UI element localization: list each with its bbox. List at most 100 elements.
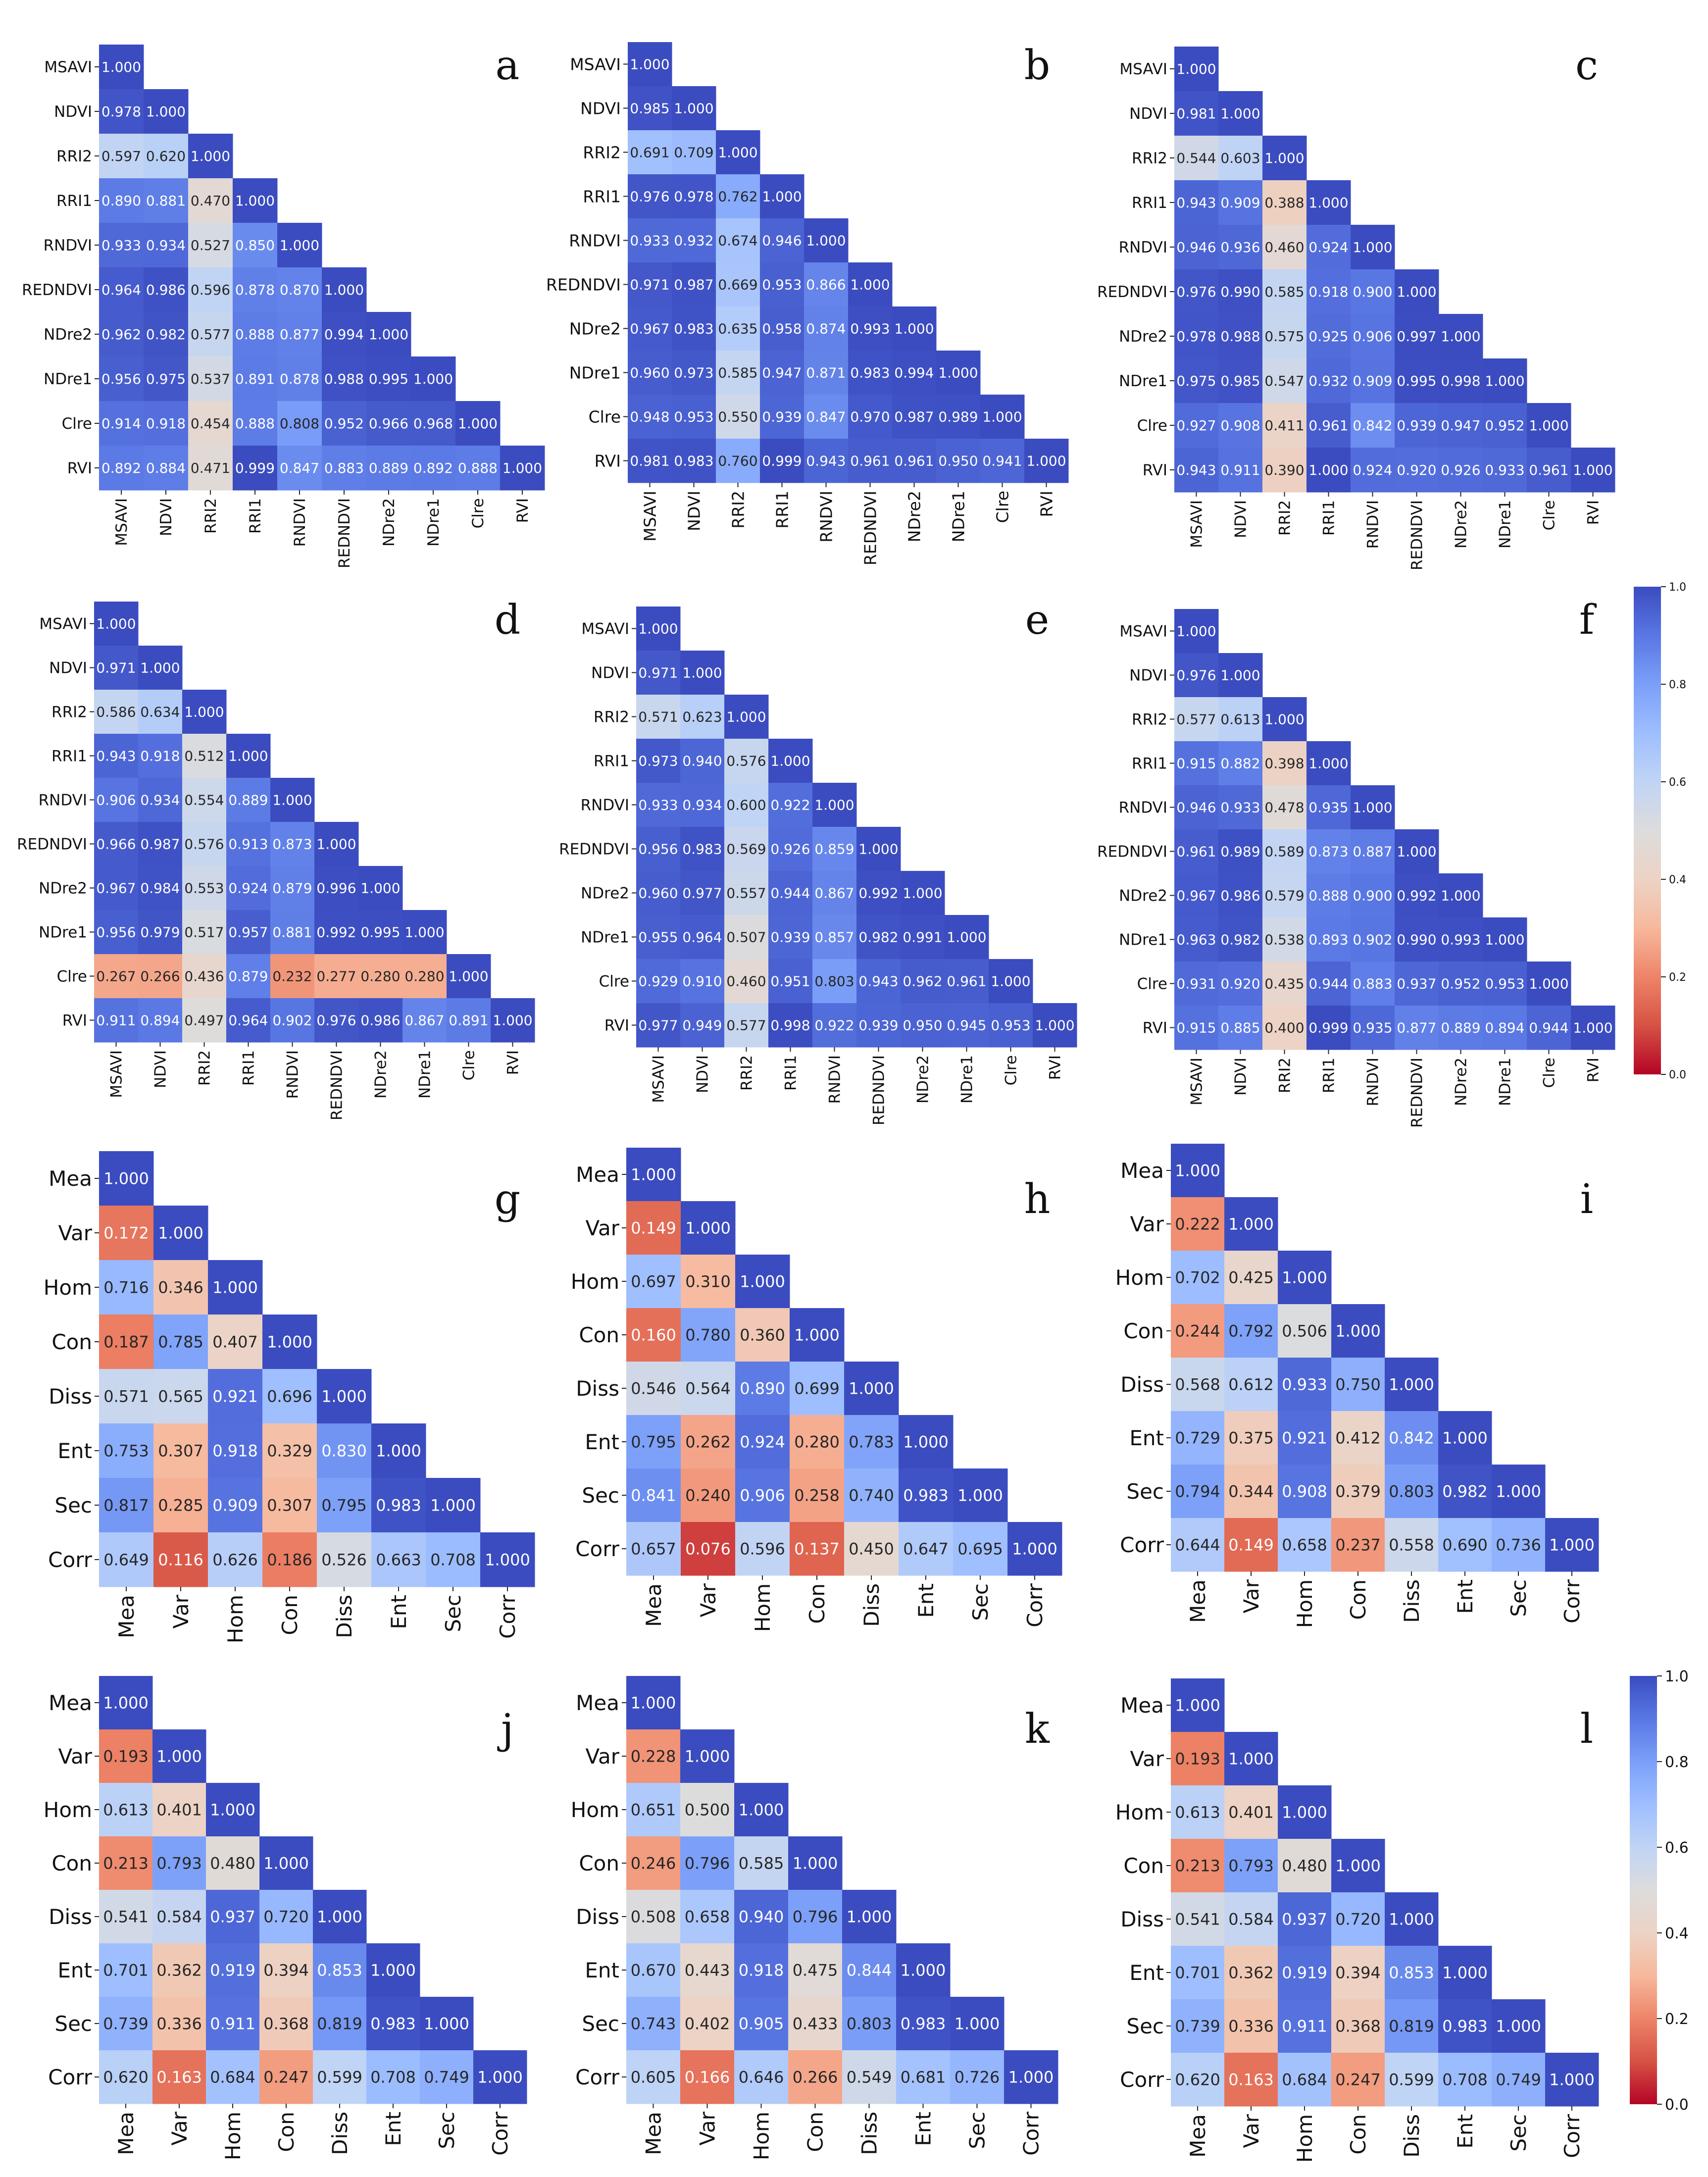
x-tick-label: Mea bbox=[642, 1583, 666, 1627]
cell-value-label: 0.888 bbox=[1308, 888, 1348, 904]
cell-value-label: 0.889 bbox=[369, 460, 408, 476]
heatmap-cell bbox=[262, 1369, 317, 1424]
heatmap-cell bbox=[1224, 1785, 1278, 1839]
y-tick-label: Diss bbox=[1120, 1372, 1164, 1397]
heatmap-cell bbox=[892, 395, 937, 439]
panel-letter: l bbox=[1580, 1706, 1593, 1753]
cell-value-label: 1.000 bbox=[739, 1801, 784, 1820]
heatmap-cell bbox=[1262, 358, 1307, 404]
heatmap-cell bbox=[262, 1532, 317, 1587]
heatmap-cell bbox=[153, 1260, 208, 1315]
heatmap-cell bbox=[680, 695, 725, 739]
cell-value-label: 0.603 bbox=[1220, 150, 1260, 166]
heatmap-cell bbox=[636, 651, 681, 695]
x-tick-label: Var bbox=[696, 1583, 720, 1617]
heatmap-cell bbox=[980, 395, 1025, 439]
y-tick-label: RRI1 bbox=[583, 187, 621, 206]
heatmap-cell bbox=[259, 2050, 313, 2104]
y-tick-label: RRI2 bbox=[583, 143, 621, 162]
cell-value-label: 0.921 bbox=[212, 1387, 258, 1406]
cell-value-label: 0.924 bbox=[1308, 239, 1348, 255]
heatmap-cell bbox=[1331, 1304, 1385, 1358]
cell-value-label: 0.613 bbox=[1220, 711, 1260, 728]
heatmap-cell bbox=[1331, 2053, 1385, 2107]
cell-value-label: 0.344 bbox=[1228, 1482, 1274, 1501]
x-tick-label: Con bbox=[804, 2112, 828, 2152]
cell-value-label: 0.977 bbox=[682, 885, 722, 902]
y-tick-label: RVI bbox=[62, 1012, 87, 1030]
heatmap-cell bbox=[842, 1890, 897, 1944]
cell-value-label: 0.433 bbox=[793, 2015, 838, 2033]
cell-value-label: 0.983 bbox=[903, 1486, 949, 1505]
cell-value-label: 0.526 bbox=[321, 1551, 367, 1569]
heatmap-cell bbox=[208, 1423, 263, 1478]
cell-value-label: 0.584 bbox=[1228, 1910, 1274, 1929]
heatmap-cell bbox=[980, 439, 1025, 483]
cell-value-label: 0.726 bbox=[954, 2068, 1000, 2087]
cell-value-label: 0.346 bbox=[158, 1278, 203, 1297]
colorbar-2: 1.0 0.8 0.6 0.4 0.2 0.0 bbox=[1630, 1668, 1689, 2114]
y-tick-label: RRI1 bbox=[51, 748, 87, 765]
heatmap-cell bbox=[1174, 1006, 1219, 1050]
y-tick-label: Clre bbox=[62, 415, 92, 433]
heatmap-cell bbox=[99, 1151, 154, 1206]
cell-value-label: 0.853 bbox=[317, 1961, 362, 1980]
cell-value-label: 0.955 bbox=[638, 929, 678, 946]
heatmap-cell bbox=[680, 739, 725, 783]
cell-value-label: 0.987 bbox=[140, 836, 180, 853]
heatmap-cell bbox=[680, 915, 725, 960]
heatmap-cell bbox=[1262, 1006, 1307, 1050]
cell-value-label: 1.000 bbox=[1176, 623, 1216, 640]
cell-value-label: 0.961 bbox=[947, 973, 986, 990]
y-tick-label: NDre2 bbox=[581, 885, 629, 903]
cell-value-label: 0.978 bbox=[101, 103, 141, 120]
cell-value-label: 0.960 bbox=[630, 365, 669, 381]
heatmap-cell bbox=[760, 395, 804, 439]
heatmap-cell bbox=[1224, 1304, 1278, 1358]
heatmap-cell bbox=[1174, 609, 1219, 654]
heatmap-cell bbox=[99, 1260, 154, 1315]
heatmap-cell bbox=[259, 1890, 313, 1944]
heatmap-cell bbox=[1218, 873, 1263, 918]
x-tick-label: Mea bbox=[1186, 1579, 1210, 1623]
heatmap-cell bbox=[1571, 448, 1615, 493]
y-tick-label: Con bbox=[51, 1851, 92, 1875]
heatmap-cell bbox=[735, 1468, 790, 1522]
x-tick-label: RRI2 bbox=[1276, 1058, 1294, 1093]
x-tick-label: RRI2 bbox=[1276, 500, 1294, 536]
cell-value-label: 1.000 bbox=[413, 371, 453, 387]
cell-value-label: 0.933 bbox=[1220, 800, 1260, 816]
heatmap-cell bbox=[314, 954, 359, 999]
heatmap-cell bbox=[277, 401, 322, 446]
cell-value-label: 0.952 bbox=[324, 415, 364, 432]
heatmap-cell bbox=[206, 1783, 260, 1837]
heatmap-cell bbox=[182, 954, 227, 999]
x-tick-label: Ent bbox=[381, 2112, 405, 2146]
x-tick-label: RRI1 bbox=[240, 1050, 258, 1086]
heatmap-cell bbox=[99, 1532, 154, 1587]
heatmap-cell bbox=[152, 1997, 206, 2051]
cell-value-label: 0.947 bbox=[762, 365, 802, 381]
heatmap-cell bbox=[768, 871, 813, 915]
heatmap-cell bbox=[277, 312, 322, 357]
y-tick-label: Ent bbox=[585, 1958, 619, 1982]
cell-value-label: 1.000 bbox=[1175, 1696, 1220, 1715]
heatmap-cell bbox=[1278, 1946, 1332, 2000]
cell-value-label: 0.973 bbox=[674, 365, 713, 381]
cell-value-label: 0.626 bbox=[212, 1551, 258, 1569]
heatmap-cell bbox=[1024, 439, 1069, 483]
cell-value-label: 0.649 bbox=[103, 1551, 149, 1569]
cell-value-label: 0.478 bbox=[1264, 800, 1304, 816]
cell-value-label: 0.571 bbox=[103, 1387, 149, 1406]
heatmap-cell bbox=[1385, 1999, 1439, 2053]
heatmap-cell bbox=[99, 1729, 153, 1783]
heatmap-cell bbox=[1278, 1518, 1332, 1572]
heatmap-cell bbox=[901, 871, 945, 915]
heatmap-cell bbox=[182, 910, 227, 955]
cell-value-label: 1.000 bbox=[103, 1694, 149, 1713]
heatmap-cell bbox=[411, 356, 456, 402]
cell-value-label: 0.956 bbox=[101, 371, 141, 387]
panel-letter: b bbox=[1024, 42, 1051, 89]
heatmap-cell bbox=[206, 1997, 260, 2051]
